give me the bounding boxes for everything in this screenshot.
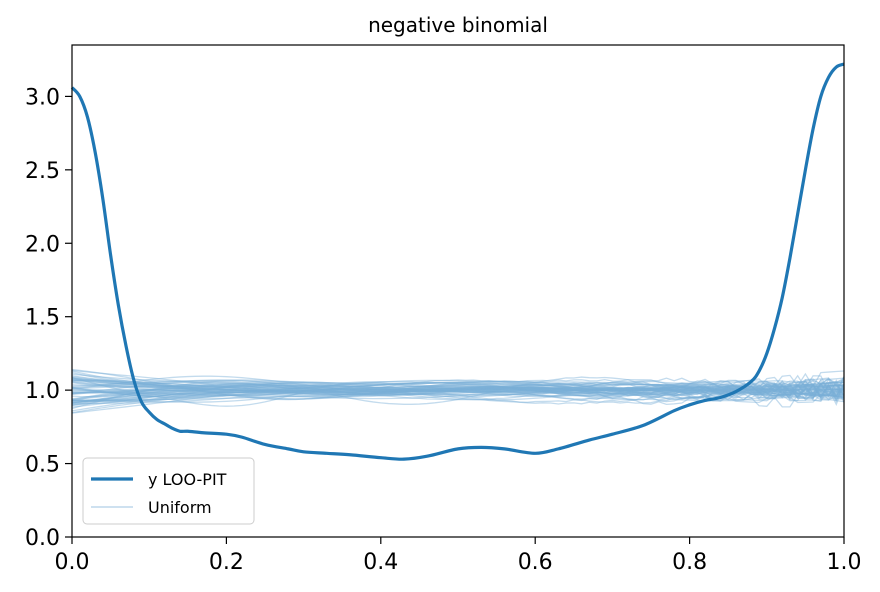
uniform-curve <box>71 388 845 393</box>
x-tick-label: 0.2 <box>209 550 244 575</box>
y-tick-label: 3.0 <box>25 85 60 110</box>
uniform-curve <box>71 381 845 403</box>
uniform-curves <box>71 368 845 414</box>
x-tick-label: 0.0 <box>55 550 90 575</box>
uniform-curve <box>71 388 845 392</box>
uniform-curve <box>71 377 845 401</box>
y-tick-label: 1.0 <box>25 379 60 404</box>
uniform-curve <box>71 379 845 401</box>
uniform-curve <box>71 380 845 397</box>
y-tick-label: 0.0 <box>25 526 60 551</box>
uniform-curve <box>71 379 845 398</box>
uniform-curve <box>71 382 845 398</box>
uniform-curve <box>71 384 845 397</box>
uniform-curve <box>71 377 845 397</box>
uniform-curve <box>71 380 845 403</box>
uniform-curve <box>71 377 845 410</box>
y-tick-label: 2.5 <box>25 159 60 184</box>
legend: y LOO-PIT Uniform <box>82 457 255 525</box>
x-tick-label: 0.6 <box>518 550 553 575</box>
y-tick-label: 2.0 <box>25 232 60 257</box>
uniform-curve <box>71 380 845 403</box>
legend-label-loo-pit: y LOO-PIT <box>148 470 227 489</box>
y-axis: 0.0 0.5 1.0 1.5 2.0 2.5 3.0 <box>25 85 72 551</box>
uniform-curve <box>71 385 845 394</box>
y-tick-label: 1.5 <box>25 306 60 331</box>
uniform-curve <box>71 379 845 400</box>
uniform-curve <box>71 379 845 404</box>
uniform-curve <box>71 383 845 399</box>
uniform-curve <box>71 383 845 398</box>
uniform-curve <box>71 379 845 397</box>
chart-title: negative binomial <box>368 13 548 37</box>
uniform-curve <box>71 378 845 414</box>
uniform-curve <box>71 376 845 405</box>
uniform-curve <box>71 381 845 395</box>
loo-pit-series <box>70 62 845 461</box>
uniform-curve <box>71 373 845 401</box>
uniform-curve <box>71 385 845 402</box>
uniform-curve <box>71 380 845 403</box>
uniform-curve <box>71 381 845 402</box>
uniform-curve <box>71 383 845 400</box>
uniform-curve <box>71 382 845 408</box>
x-axis: 0.0 0.2 0.4 0.6 0.8 1.0 <box>55 537 862 575</box>
uniform-curve <box>71 379 845 401</box>
uniform-curve <box>71 378 845 398</box>
uniform-curve <box>71 380 845 397</box>
uniform-curve <box>71 383 845 407</box>
y-tick-label: 0.5 <box>25 453 60 478</box>
uniform-curve <box>71 374 845 400</box>
loo-pit-line <box>70 62 845 461</box>
x-tick-label: 0.4 <box>363 550 398 575</box>
uniform-curve <box>71 379 845 414</box>
uniform-curve <box>71 379 845 396</box>
uniform-curve <box>71 381 845 402</box>
uniform-curve <box>71 387 845 396</box>
uniform-curve <box>71 377 845 396</box>
uniform-curve <box>71 377 845 400</box>
uniform-curve <box>71 371 845 403</box>
uniform-curve <box>71 370 845 408</box>
uniform-curve <box>71 374 845 407</box>
uniform-curve <box>71 375 845 404</box>
x-tick-label: 0.8 <box>672 550 707 575</box>
plot-frame <box>71 44 845 538</box>
uniform-curve <box>71 377 845 403</box>
uniform-curve <box>71 376 845 399</box>
x-tick-label: 1.0 <box>827 550 862 575</box>
uniform-curve <box>71 384 845 400</box>
uniform-curve <box>71 384 845 412</box>
uniform-curve <box>71 370 845 406</box>
uniform-curve <box>71 385 845 397</box>
uniform-curve <box>71 376 845 398</box>
legend-label-uniform: Uniform <box>148 498 212 517</box>
uniform-curve <box>71 384 845 398</box>
uniform-curve <box>71 383 845 404</box>
uniform-curve <box>71 383 845 404</box>
uniform-curve <box>71 376 845 406</box>
uniform-curve <box>71 382 845 398</box>
uniform-curve <box>71 379 845 401</box>
uniform-curve <box>71 368 845 400</box>
